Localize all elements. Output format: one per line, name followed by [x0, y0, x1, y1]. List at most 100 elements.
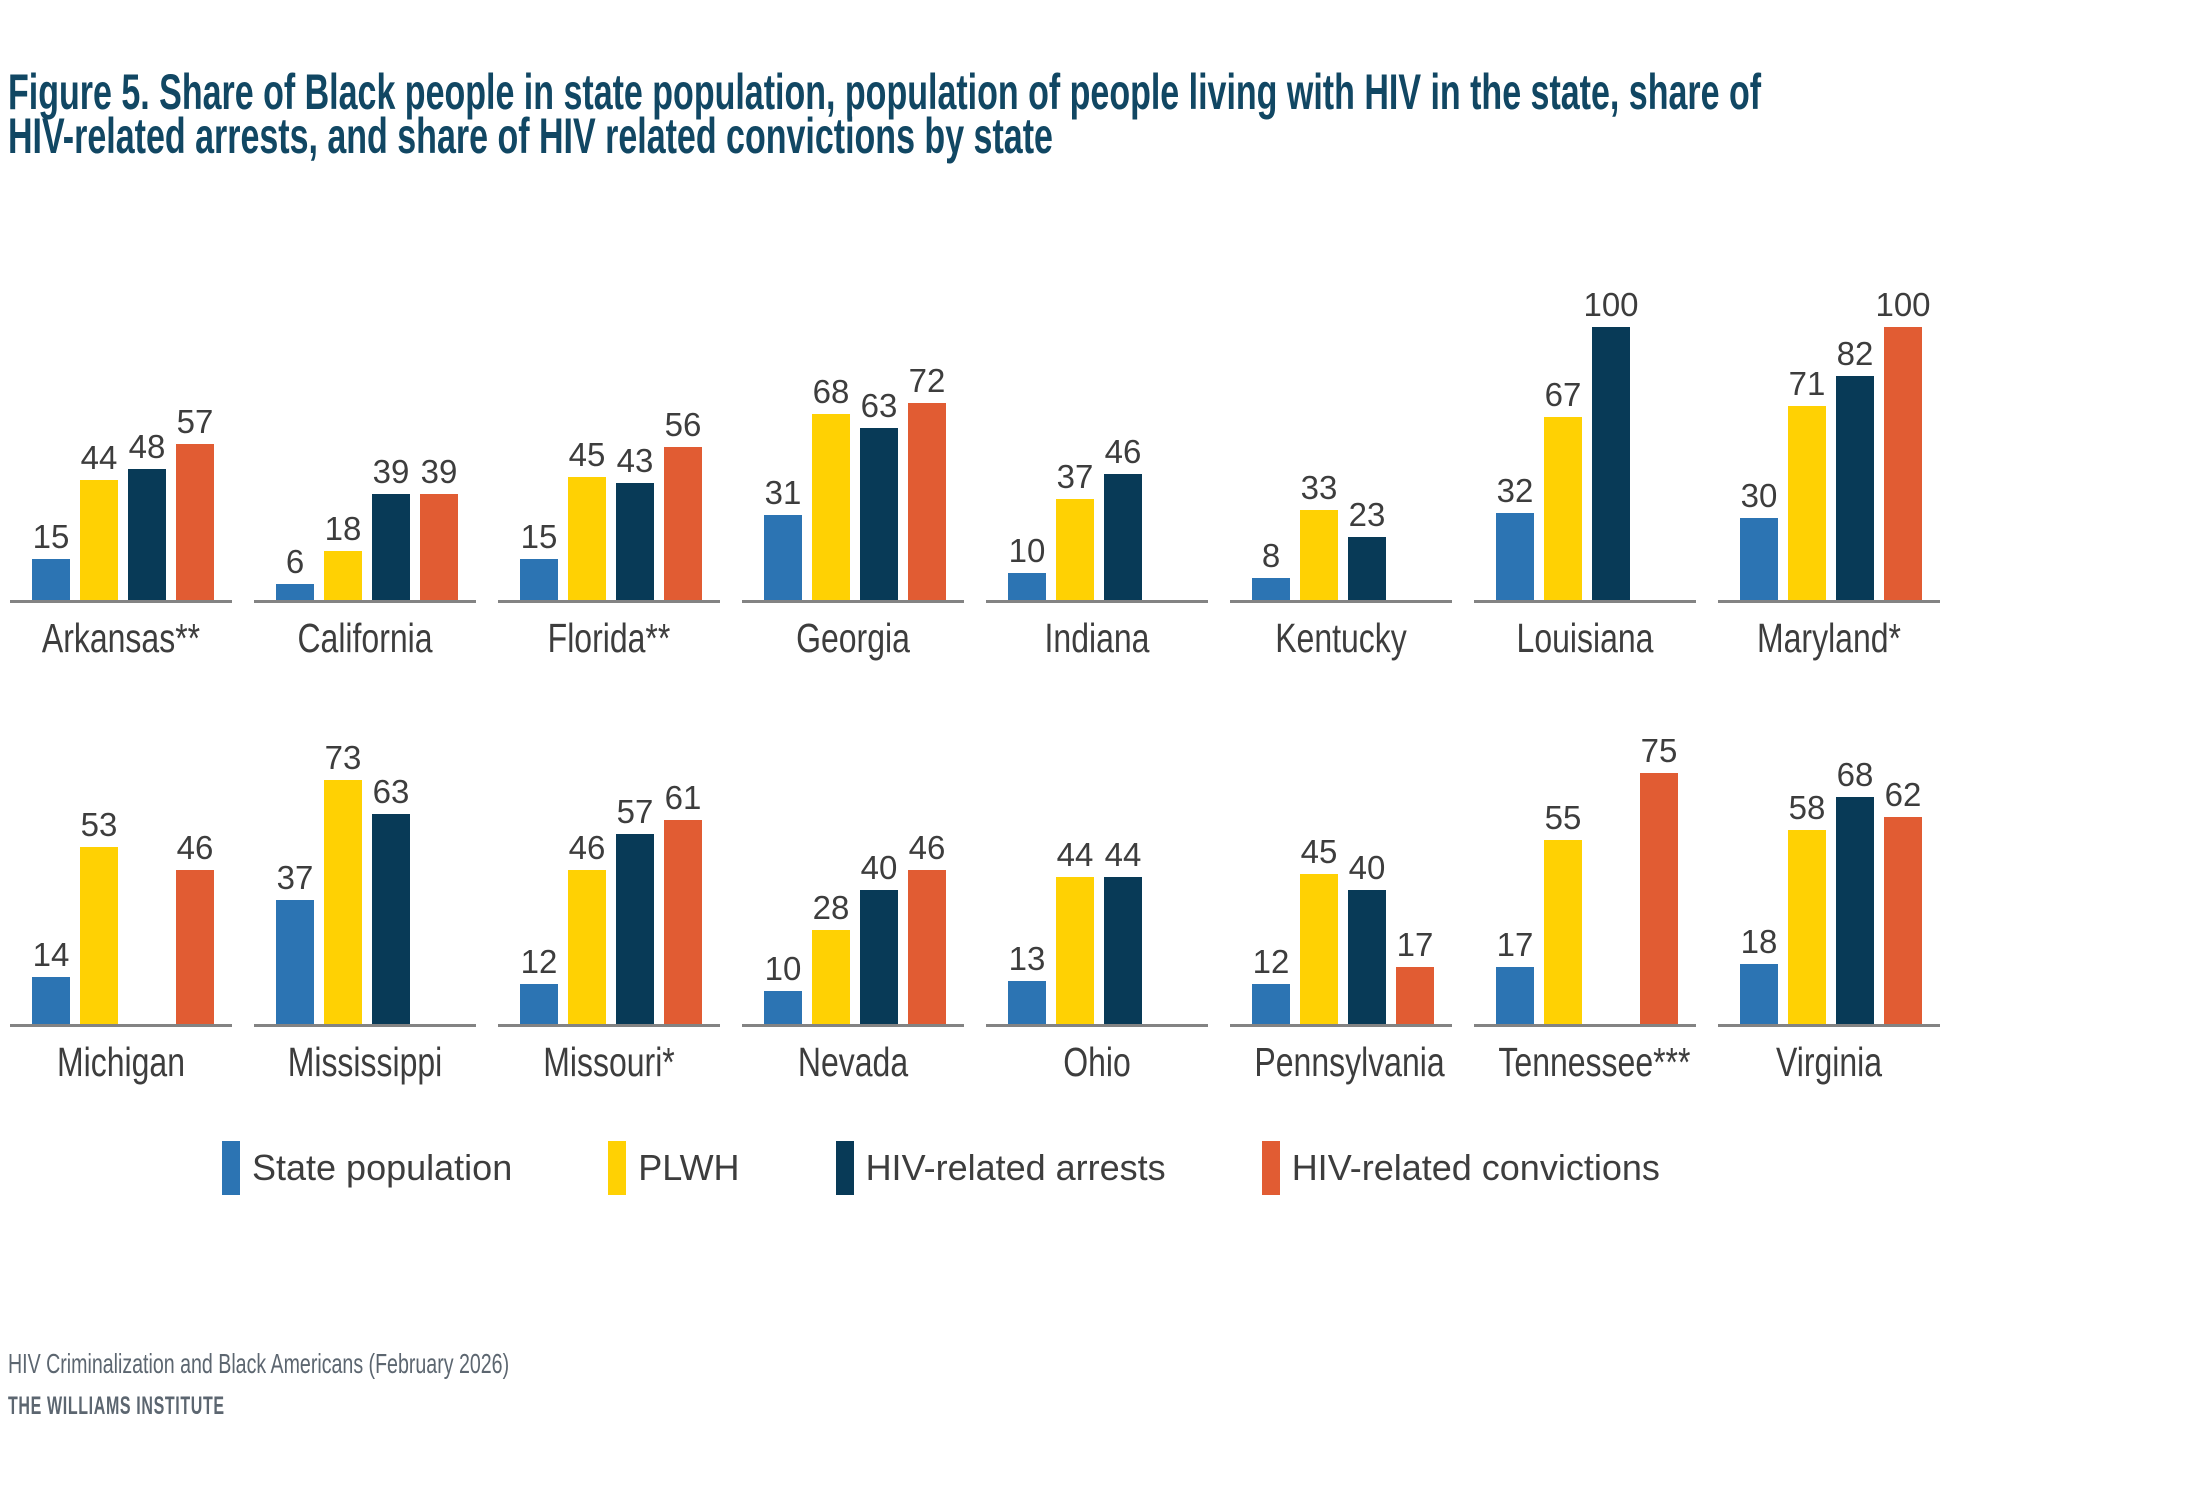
legend-item-hiv-related-convictions: HIV-related convictions	[1261, 1141, 1660, 1195]
value-label: 37	[1056, 458, 1094, 495]
state-label: Arkansas**	[41, 615, 201, 661]
bar-slot: 18	[1740, 923, 1778, 1024]
bar-hiv-arrests	[860, 890, 898, 1024]
legend: State population PLWH HIV-related arrests H…	[222, 1141, 1660, 1195]
bar-plwh	[1544, 840, 1582, 1024]
bar-hiv-arrests	[1836, 797, 1874, 1024]
bar-slot: 45	[1300, 833, 1338, 1024]
bar-slot: 53	[80, 806, 118, 1024]
bar-slot: 44	[80, 439, 118, 600]
bar-hiv-arrests	[128, 469, 166, 600]
bar-slot: 18	[324, 510, 362, 600]
bar-hiv-convictions	[1884, 817, 1922, 1024]
bar-plwh	[812, 414, 850, 600]
value-label: 18	[324, 510, 362, 547]
bar-slot: 44	[1056, 836, 1094, 1024]
value-label: 46	[908, 829, 946, 866]
state-chart-michigan: 14 53 46 Michigan	[10, 677, 232, 1086]
bar-plwh	[1788, 830, 1826, 1024]
bar-slot: 28	[812, 889, 850, 1024]
value-label: 17	[1396, 926, 1434, 963]
value-label: 100	[1875, 286, 1931, 323]
value-label: 6	[285, 543, 305, 580]
value-label: 30	[1740, 477, 1778, 514]
plot-florida: 15 45 43 56	[498, 233, 720, 603]
footer: HIV Criminalization and Black Americans …	[8, 1348, 724, 1421]
plot-mississippi: 37 73 63	[254, 677, 476, 1027]
state-label: Michigan	[57, 1039, 185, 1085]
bar-slot: 75	[1640, 732, 1678, 1024]
bar-slot: 17	[1396, 926, 1434, 1024]
value-label: 39	[420, 453, 458, 490]
bar-slot: 46	[1104, 433, 1142, 600]
bar-slot: 39	[420, 453, 458, 600]
bar-slot: 61	[664, 779, 702, 1024]
bar-plwh	[80, 847, 118, 1024]
bar-slot: 63	[372, 773, 410, 1024]
value-label: 71	[1788, 365, 1826, 402]
legend-item-state-population: State population	[222, 1141, 512, 1195]
state-label: California	[297, 615, 433, 661]
bar-hiv-arrests	[372, 814, 410, 1024]
bar-hiv-arrests	[1348, 537, 1386, 600]
figure-title-line1: Figure 5. Share of Black people in state…	[8, 64, 1762, 120]
value-label: 73	[324, 739, 362, 776]
bar-slot: 32	[1496, 472, 1534, 600]
state-label: Indiana	[1044, 615, 1150, 661]
plot-california: 6 18 39 39	[254, 233, 476, 603]
bar-state-population	[276, 900, 314, 1024]
bar-slot: 40	[860, 849, 898, 1024]
bar-slot: 57	[616, 793, 654, 1024]
value-label: 10	[1008, 532, 1046, 569]
bar-slot: 46	[568, 829, 606, 1024]
state-chart-mississippi: 37 73 63 Mississippi	[254, 677, 476, 1086]
plot-virginia: 18 58 68 62	[1718, 677, 1940, 1027]
value-label: 45	[1300, 833, 1338, 870]
value-label: 100	[1583, 286, 1639, 323]
bar-hiv-arrests	[616, 834, 654, 1024]
bar-slot: 56	[664, 406, 702, 600]
value-label: 48	[128, 428, 166, 465]
bar-plwh	[1300, 874, 1338, 1024]
value-label: 18	[1740, 923, 1778, 960]
plwh-swatch	[608, 1141, 627, 1195]
bar-slot: 46	[176, 829, 214, 1024]
state-label: Ohio	[1063, 1039, 1131, 1085]
bar-slot: 15	[520, 518, 558, 600]
chart-row-2: 14 53 46 Michigan 37 73 63 Mississippi 12 46 57 61 M…	[10, 677, 1940, 1086]
value-label: 46	[176, 829, 214, 866]
bar-state-population	[1496, 967, 1534, 1024]
plot-maryland: 30 71 82 100	[1718, 233, 1940, 603]
plot-indiana: 10 37 46	[986, 233, 1208, 603]
value-label: 46	[568, 829, 606, 866]
value-label: 57	[616, 793, 654, 830]
legend-label: HIV-related convictions	[1291, 1147, 1660, 1188]
state-label: Louisiana	[1516, 615, 1654, 661]
value-label: 63	[372, 773, 410, 810]
bar-slot: 10	[1008, 532, 1046, 600]
value-label: 40	[1348, 849, 1386, 886]
plot-pennsylvania: 12 45 40 17	[1230, 677, 1452, 1027]
state-chart-indiana: 10 37 46 Indiana	[986, 233, 1208, 662]
bar-slot: 17	[1496, 926, 1534, 1024]
bar-state-population	[1008, 981, 1046, 1024]
state-chart-kentucky: 8 33 23 Kentucky	[1230, 233, 1452, 662]
state-label: Nevada	[797, 1039, 909, 1085]
value-label: 40	[860, 849, 898, 886]
bar-state-population	[764, 991, 802, 1024]
value-label: 15	[520, 518, 558, 555]
plot-arkansas: 15 44 48 57	[10, 233, 232, 603]
legend-label: State population	[252, 1147, 513, 1188]
bar-state-population	[520, 559, 558, 600]
value-label: 63	[860, 387, 898, 424]
bar-slot: 71	[1788, 365, 1826, 600]
bar-slot: 62	[1884, 776, 1922, 1024]
bar-hiv-convictions	[908, 403, 946, 600]
bar-slot: 6	[276, 543, 314, 600]
legend-item-hiv-related-arrests: HIV-related arrests	[835, 1141, 1166, 1195]
bar-slot: 48	[128, 428, 166, 600]
bar-slot: 30	[1740, 477, 1778, 600]
value-label: 67	[1544, 376, 1582, 413]
bar-hiv-arrests	[1836, 376, 1874, 600]
value-label: 8	[1261, 537, 1281, 574]
